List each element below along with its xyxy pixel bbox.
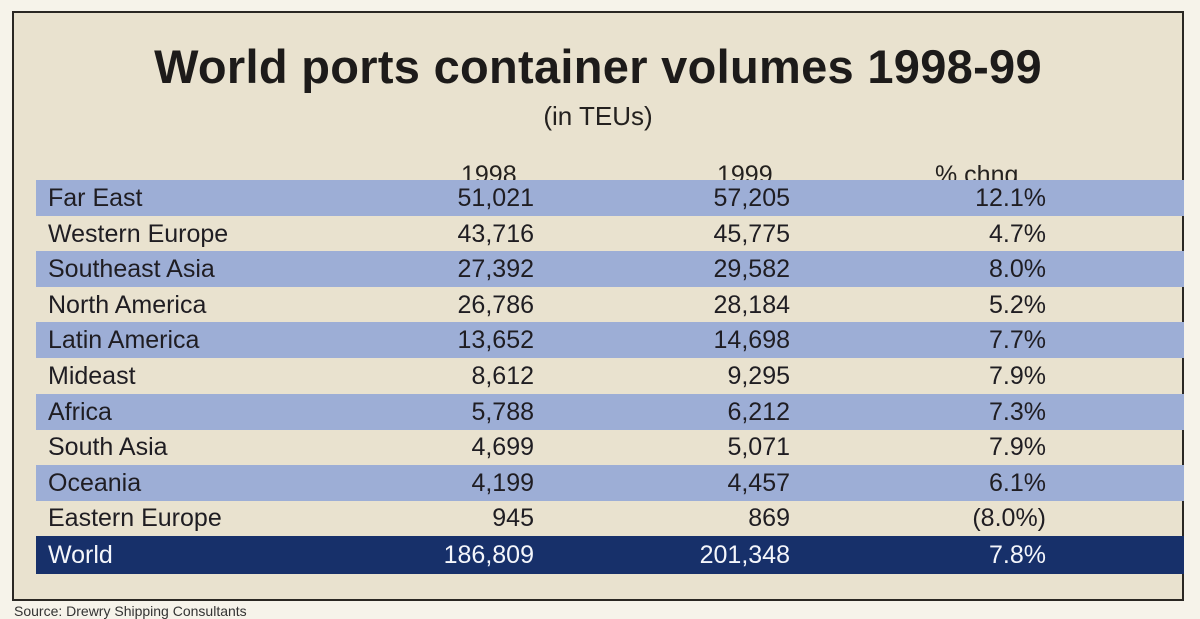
cell-pct-change: (8.0%) xyxy=(972,504,1046,533)
source-note: Source: Drewry Shipping Consultants xyxy=(14,603,247,619)
cell-1999: 201,348 xyxy=(699,541,790,569)
cell-1998: 43,716 xyxy=(457,219,534,248)
cell-1998: 13,652 xyxy=(457,326,534,355)
cell-pct-change: 8.0% xyxy=(989,255,1046,284)
cell-pct-change: 4.7% xyxy=(989,219,1046,248)
table-row: Eastern Europe 945 869 (8.0%) xyxy=(36,500,1184,536)
cell-1999: 9,295 xyxy=(727,362,790,390)
table-row: Oceania 4,199 4,457 6.1% xyxy=(36,464,1184,501)
row-label: Western Europe xyxy=(48,219,229,248)
row-label: World xyxy=(48,541,113,569)
cell-1999: 4,457 xyxy=(727,468,790,497)
table-row: Latin America 13,652 14,698 7.7% xyxy=(36,322,1184,359)
cell-1999: 29,582 xyxy=(713,255,790,284)
row-label: Oceania xyxy=(48,468,142,497)
table-row: Western Europe 43,716 45,775 4.7% xyxy=(36,216,1184,252)
row-label: Far East xyxy=(48,184,143,212)
cell-pct-change: 7.7% xyxy=(989,326,1046,355)
cell-pct-change: 12.1% xyxy=(975,184,1046,212)
table-row: Southeast Asia 27,392 29,582 8.0% xyxy=(36,251,1184,288)
cell-1998: 4,699 xyxy=(471,433,534,462)
cell-1998: 186,809 xyxy=(443,541,534,569)
cell-pct-change: 7.9% xyxy=(989,433,1046,462)
table-row: South Asia 4,699 5,071 7.9% xyxy=(36,429,1184,465)
table-row: Africa 5,788 6,212 7.3% xyxy=(36,393,1184,430)
cell-1998: 8,612 xyxy=(471,362,534,390)
cell-1998: 945 xyxy=(492,504,534,533)
row-label: Africa xyxy=(48,397,112,426)
table-row: North America 26,786 28,184 5.2% xyxy=(36,287,1184,323)
table-frame: World ports container volumes 1998-99 (i… xyxy=(12,11,1184,601)
row-label: Mideast xyxy=(48,362,136,390)
row-label: Eastern Europe xyxy=(48,504,222,533)
table-row-total: World 186,809 201,348 7.8% xyxy=(36,536,1184,574)
cell-pct-change: 7.8% xyxy=(989,541,1046,569)
subtitle: (in TEUs) xyxy=(543,101,653,131)
row-label: Southeast Asia xyxy=(48,255,215,284)
cell-1999: 14,698 xyxy=(713,326,790,355)
cell-1998: 51,021 xyxy=(457,184,534,212)
cell-1999: 5,071 xyxy=(727,433,790,462)
row-label: South Asia xyxy=(48,433,168,462)
table-row: Mideast 8,612 9,295 7.9% xyxy=(36,358,1184,394)
cell-pct-change: 5.2% xyxy=(989,290,1046,319)
page-title: World ports container volumes 1998-99 xyxy=(154,40,1042,93)
cell-1998: 26,786 xyxy=(457,290,534,319)
cell-1999: 6,212 xyxy=(727,397,790,426)
cell-pct-change: 6.1% xyxy=(989,468,1046,497)
cell-1999: 57,205 xyxy=(713,184,790,212)
cell-1999: 869 xyxy=(748,504,790,533)
row-label: North America xyxy=(48,290,207,319)
cell-1998: 27,392 xyxy=(457,255,534,284)
cell-pct-change: 7.9% xyxy=(989,362,1046,390)
cell-1998: 4,199 xyxy=(471,468,534,497)
cell-1999: 45,775 xyxy=(713,219,790,248)
row-label: Latin America xyxy=(48,326,200,355)
cell-1998: 5,788 xyxy=(471,397,534,426)
table-row: Far East 51,021 57,205 12.1% xyxy=(36,180,1184,216)
cell-pct-change: 7.3% xyxy=(989,397,1046,426)
cell-1999: 28,184 xyxy=(713,290,790,319)
